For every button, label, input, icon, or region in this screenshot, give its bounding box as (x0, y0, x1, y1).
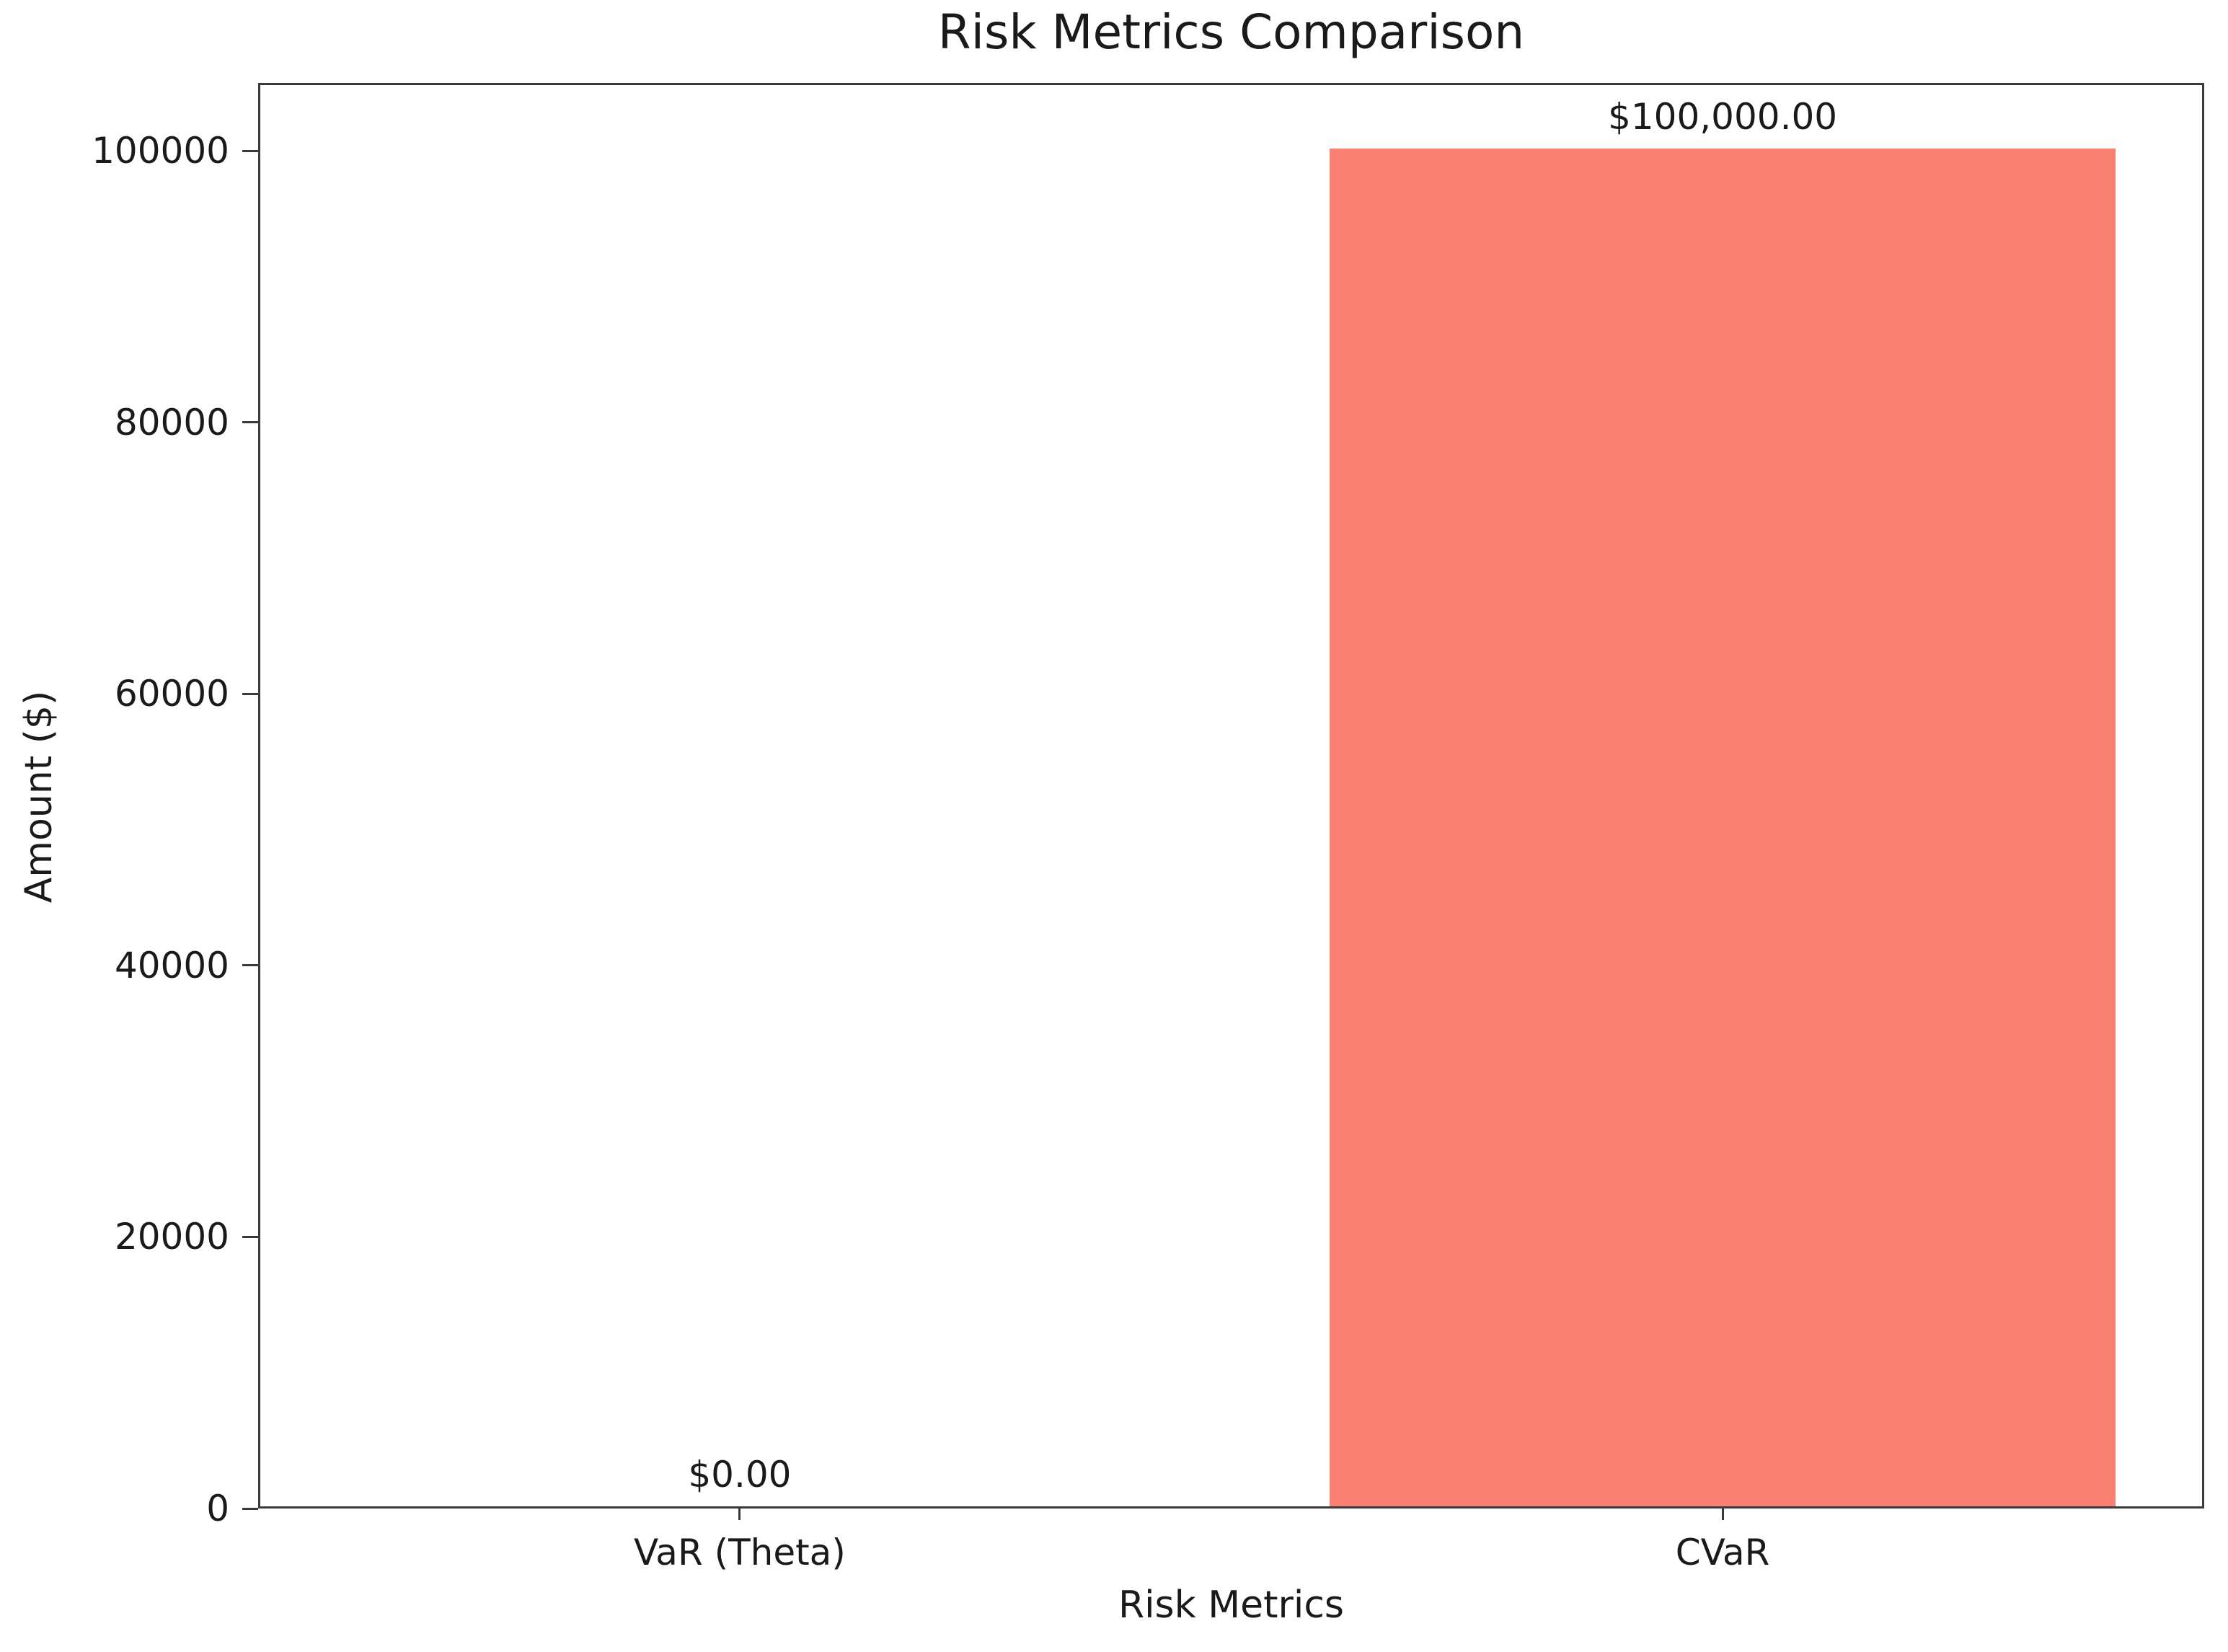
y-tick-mark (242, 692, 258, 695)
bar-value-label: $0.00 (688, 1454, 792, 1496)
x-axis-label: Risk Metrics (1118, 1583, 1345, 1627)
y-tick-label: 20000 (114, 1216, 229, 1258)
bar-value-label: $100,000.00 (1608, 96, 1838, 138)
x-tick-mark (738, 1509, 741, 1520)
x-tick-label: VaR (Theta) (633, 1532, 846, 1573)
y-tick-label: 40000 (114, 944, 229, 986)
x-tick-label: CVaR (1675, 1532, 1770, 1573)
y-tick-mark (242, 964, 258, 967)
y-tick-label: 0 (206, 1488, 229, 1529)
y-tick-label: 60000 (114, 673, 229, 715)
y-axis-label: Amount ($) (17, 690, 61, 904)
y-tick-mark (242, 1507, 258, 1510)
chart-title: Risk Metrics Comparison (937, 4, 1525, 60)
y-tick-mark (242, 1235, 258, 1238)
bar (1329, 149, 2116, 1506)
x-tick-mark (1721, 1509, 1724, 1520)
y-tick-mark (242, 149, 258, 152)
y-tick-label: 80000 (114, 401, 229, 443)
plot-area (258, 83, 2204, 1509)
y-tick-mark (242, 421, 258, 424)
y-tick-label: 100000 (92, 130, 229, 172)
